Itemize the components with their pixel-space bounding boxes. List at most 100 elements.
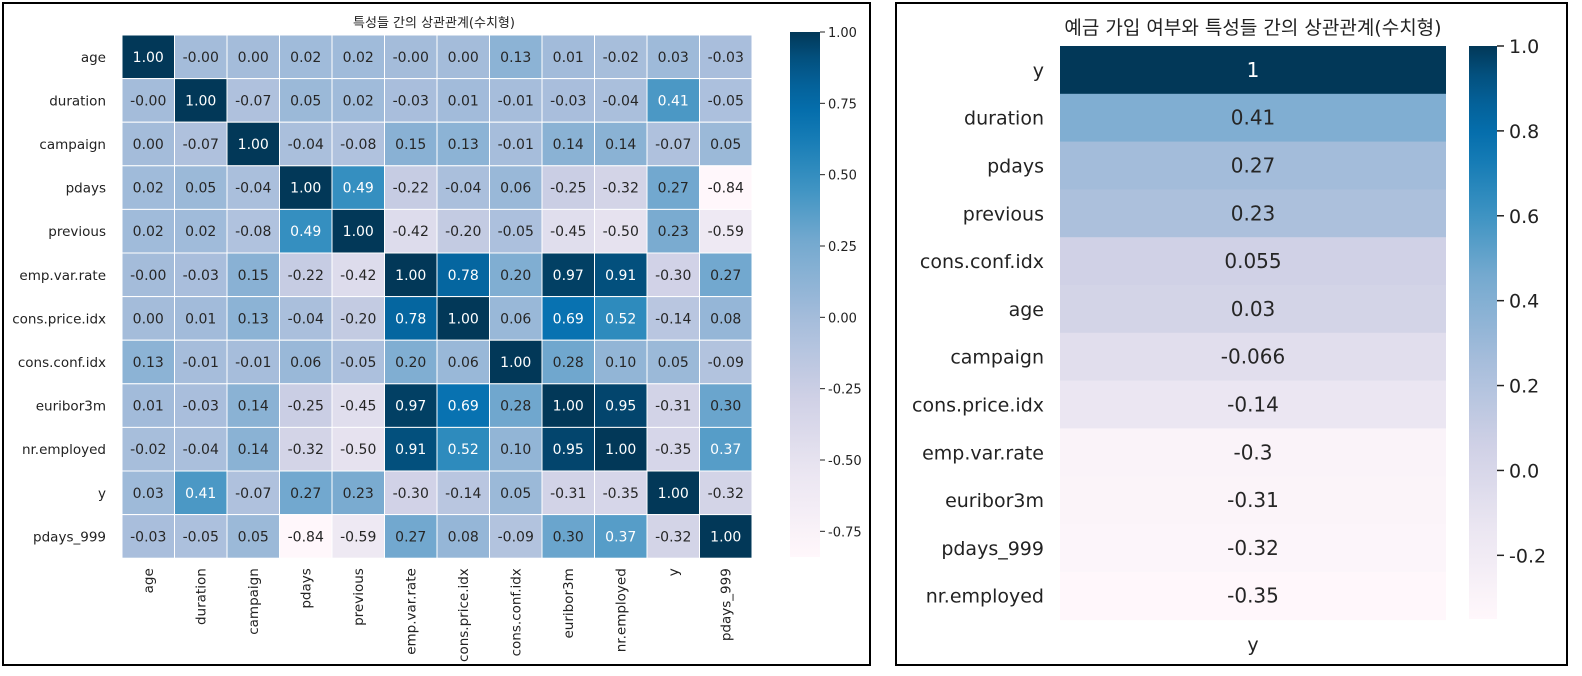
heatmap-cell [436,296,490,341]
y-tick-label: cons.conf.idx [920,251,1044,273]
x-tick-label: cons.price.idx [456,568,472,662]
heatmap-cell [279,252,333,298]
cell-value-label: 0.02 [343,50,374,66]
cell-value-label: 0.30 [553,529,584,545]
cell-value-label: 0.05 [290,93,321,109]
heatmap-cell [174,78,228,123]
cell-value-label: 0.055 [1224,249,1281,273]
cell-value-label: -0.09 [498,529,534,545]
cell-value-label: -0.31 [655,399,691,415]
heatmap-cell [436,252,490,298]
colorbar-tick-label: 0.6 [1509,206,1539,228]
heatmap-cell [331,296,385,341]
y-tick-label: previous [48,224,106,240]
cell-value-label: 0.05 [710,137,741,153]
x-tick-label: campaign [246,568,262,635]
cell-value-label: 0.41 [658,93,689,109]
heatmap-cell [279,121,333,167]
heatmap-cell [279,296,333,341]
cell-value-label: 0.01 [553,50,584,66]
heatmap-cell [384,514,438,559]
heatmap-cell [279,165,333,210]
x-tick-label: y [1247,634,1258,656]
heatmap-cell [384,470,438,516]
chart-title: 예금 가입 여부와 특성들 간의 상관관계(수치형) [1064,17,1441,39]
cell-value-label: 0.49 [343,181,374,197]
heatmap-cell [331,426,385,472]
y-tick-label: pdays [66,181,106,197]
cell-value-label: 0.02 [133,224,164,240]
y-tick-label: euribor3m [945,490,1044,512]
colorbar-tick-label: 0.00 [828,311,857,326]
cell-value-label: 0.13 [448,137,479,153]
cell-value-label: -0.04 [288,311,324,327]
cell-value-label: 0.15 [238,268,269,284]
cell-value-label: -0.05 [183,529,219,545]
heatmap-cell [226,470,280,516]
heatmap-cell [279,339,333,385]
heatmap-cell [436,339,490,385]
cell-value-label: -0.04 [183,442,219,458]
y-tick-label: cons.conf.idx [18,355,106,371]
heatmap-cell [279,383,333,428]
cell-value-label: -0.59 [340,529,376,545]
cell-value-label: -0.01 [498,137,534,153]
heatmap-cell [174,470,228,516]
cell-value-label: -0.22 [393,181,429,197]
colorbar-tick-label: -0.2 [1509,545,1546,567]
colorbar-tick-label: -0.75 [828,525,862,540]
cell-value-label: 0.91 [395,442,426,458]
cell-value-label: 0.23 [658,224,689,240]
x-tick-label: y [666,568,682,576]
cell-value-label: 0.06 [500,181,531,197]
cell-value-label: -0.42 [340,268,376,284]
heatmap-cell [121,339,175,385]
cell-value-label: 0.01 [133,399,164,415]
cell-value-label: 0.23 [343,486,374,502]
heatmap-cell [331,208,385,254]
cell-value-label: 0.14 [238,442,269,458]
heatmap-cell [331,339,385,385]
cell-value-label: -0.07 [655,137,691,153]
heatmap-cell [1060,380,1446,429]
cell-value-label: 0.00 [133,311,164,327]
y-tick-label: y [1033,60,1044,82]
x-tick-label: duration [194,568,210,625]
cell-value-label: 0.05 [658,355,689,371]
heatmap-cell [436,426,490,472]
cell-value-label: 0.37 [605,529,636,545]
cell-value-label: 0.97 [395,399,426,415]
cell-value-label: -0.09 [708,355,744,371]
heatmap-cell [594,252,648,298]
heatmap-cell [594,426,648,472]
cell-value-label: 0.20 [395,355,426,371]
cell-value-label: 1.00 [710,529,741,545]
y-tick-label: nr.employed [22,442,106,458]
heatmap-cell [646,514,700,559]
cell-value-label: -0.50 [340,442,376,458]
heatmap-cell [541,78,595,123]
heatmap-cell [541,252,595,298]
cell-value-label: 0.05 [185,181,216,197]
cell-value-label: 1.00 [395,268,426,284]
heatmap-cell [226,383,280,428]
heatmap-cell [384,34,438,80]
cell-value-label: 0.20 [500,268,531,284]
colorbar-tick-label: 0.50 [828,169,857,184]
cell-value-label: 0.13 [500,50,531,66]
heatmap-cell-labels: 1 0.41 0.27 0.23 0.055 0.03 -0.066 -0.14 -0.3 -0.… [1221,58,1285,608]
cell-value-label: -0.03 [130,529,166,545]
heatmap-cell [226,339,280,385]
cell-value-label: -0.03 [550,93,586,109]
heatmap-cell [1060,237,1446,286]
cell-value-label: 0.97 [553,268,584,284]
colorbar [790,32,820,557]
colorbar-tick-label: 1.00 [828,26,857,41]
cell-value-label: 0.14 [605,137,636,153]
cell-value-label: -0.00 [130,93,166,109]
heatmap-cell [1060,524,1446,573]
cell-value-label: -0.32 [288,442,324,458]
cell-value-label: 0.00 [133,137,164,153]
correlation-heatmap-chart: 특성들 간의 상관관계(수치형) 1.00 -0.00 0.00 0.02 0.02 -0… [12,16,862,662]
colorbar-tick-label: -0.25 [828,383,862,398]
